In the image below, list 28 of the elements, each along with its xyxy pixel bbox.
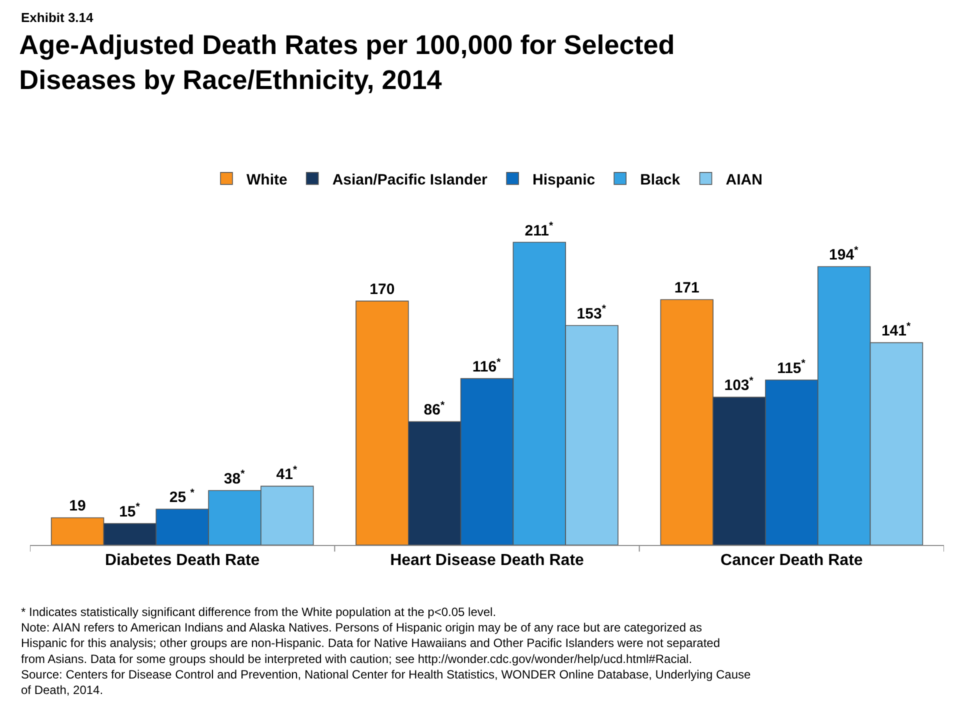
data-label: 211$^{*}$	[524, 220, 554, 240]
x-tick-label: Diabetes Death Rate	[104, 552, 260, 570]
data-label: 194$^{*}$	[829, 244, 860, 264]
legend-label: Asian/Pacific Islander	[332, 171, 488, 188]
chart-title: Age-Adjusted Death Rates per 100,000 for Selected Diseases by Race/Ethnicity, 2014	[19, 30, 675, 96]
data-label: 153$^{*}$	[576, 303, 607, 322]
data-label: 141$^{*}$	[881, 320, 912, 340]
x-tick-label: Cancer Death Rate	[720, 552, 863, 570]
data-label: 103$^{*}$	[724, 374, 754, 394]
legend-label: AIAN	[726, 171, 762, 188]
text: Exhibit 3.14	[21, 10, 94, 25]
source-note: Source: Centers for Disease Control and Prevention, National Center for Health Statistics, WONDER Online Database, Underlying Cause of Death, 2014.	[21, 667, 751, 697]
data-label: 38$^{*}$	[224, 468, 246, 488]
data-label: 171	[674, 280, 700, 297]
legend-label: Black	[640, 171, 681, 188]
legend-label: White	[246, 171, 288, 188]
data-label: 19	[69, 498, 86, 515]
data-label: 115$^{*}$	[777, 358, 806, 377]
x-tick-label: Heart Disease Death Rate	[390, 552, 584, 570]
data-label: 116$^{*}$	[472, 356, 502, 376]
data-label: 15$^{*}$	[119, 501, 141, 520]
data-label: 170	[370, 281, 395, 298]
data-label: 86$^{*}$	[424, 399, 446, 419]
data-label: 41$^{*}$	[276, 464, 298, 484]
text: Note: AIAN refers to American Indians and Alaska Natives. Persons of Hispanic origin may be of any race but are categorized as Hispanic for this analysis; other groups are non-Hispanic. Data for Native Hawaiians and Other Pacific Islanders were not separated from Asians. Data for some groups should be interpreted with caution; see http://wonder.cdc.gov/wonder/help/ucd.html#Racial.	[21, 620, 720, 666]
legend-label: Hispanic	[532, 171, 596, 188]
text: * Indicates statistically significant difference from the White population at the p<0.05 level.	[21, 605, 496, 619]
data-label: 25 $^{*}$	[169, 486, 196, 506]
